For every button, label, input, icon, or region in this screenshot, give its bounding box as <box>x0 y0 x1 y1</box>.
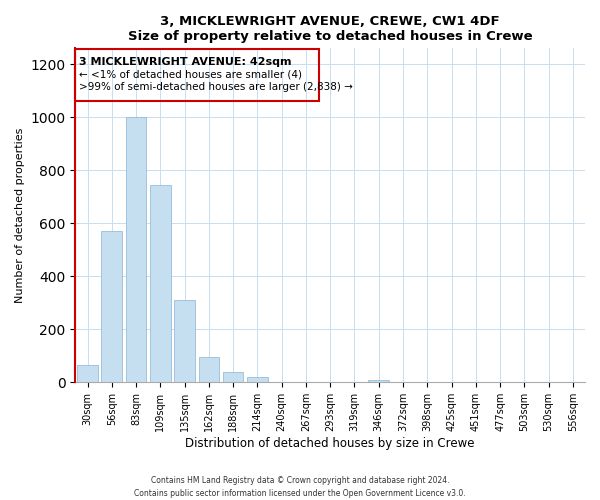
Bar <box>174 300 195 382</box>
Text: Contains HM Land Registry data © Crown copyright and database right 2024.
Contai: Contains HM Land Registry data © Crown c… <box>134 476 466 498</box>
Text: ← <1% of detached houses are smaller (4): ← <1% of detached houses are smaller (4) <box>79 70 302 80</box>
Y-axis label: Number of detached properties: Number of detached properties <box>15 128 25 303</box>
Bar <box>77 365 98 382</box>
X-axis label: Distribution of detached houses by size in Crewe: Distribution of detached houses by size … <box>185 437 475 450</box>
Bar <box>368 380 389 382</box>
Bar <box>76 49 319 102</box>
Text: >99% of semi-detached houses are larger (2,838) →: >99% of semi-detached houses are larger … <box>79 82 353 92</box>
Bar <box>150 185 170 382</box>
Bar <box>126 118 146 382</box>
Bar <box>199 357 219 382</box>
Text: 3 MICKLEWRIGHT AVENUE: 42sqm: 3 MICKLEWRIGHT AVENUE: 42sqm <box>79 57 292 67</box>
Bar <box>223 372 244 382</box>
Bar <box>247 377 268 382</box>
Title: 3, MICKLEWRIGHT AVENUE, CREWE, CW1 4DF
Size of property relative to detached hou: 3, MICKLEWRIGHT AVENUE, CREWE, CW1 4DF S… <box>128 15 533 43</box>
Bar <box>101 231 122 382</box>
